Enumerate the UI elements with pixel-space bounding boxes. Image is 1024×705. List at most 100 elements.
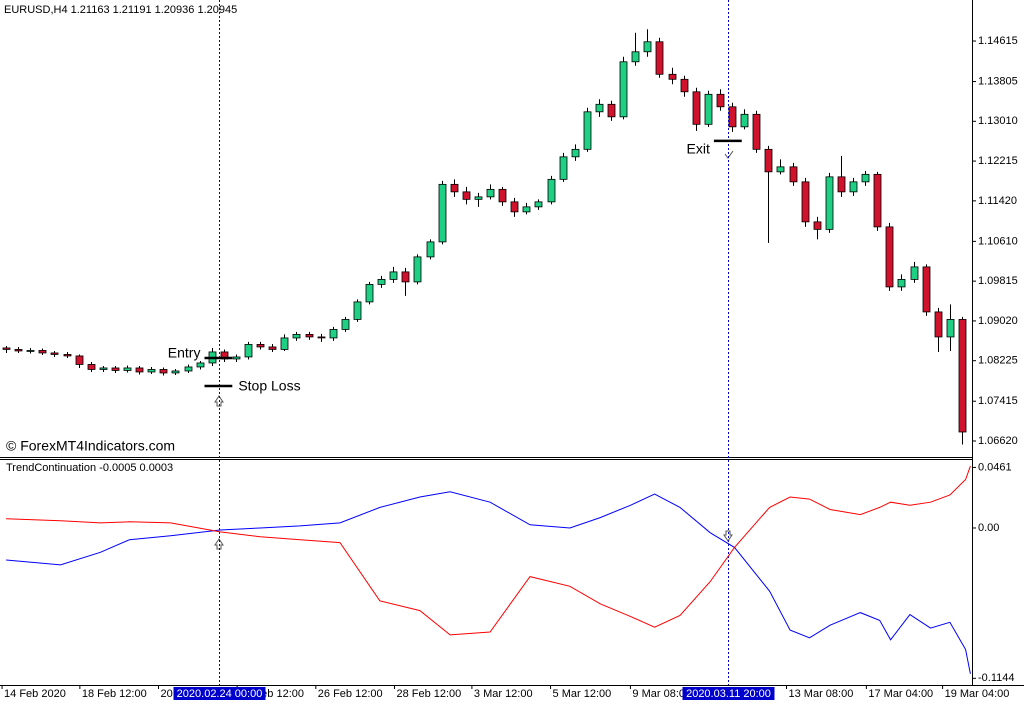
candle-body bbox=[873, 173, 882, 228]
x-tick-label: 13 Mar 08:00 bbox=[789, 688, 854, 700]
candle-body bbox=[571, 148, 580, 158]
y-tick-label: 1.13010 bbox=[978, 115, 1018, 127]
y-tick-label: 1.11420 bbox=[978, 195, 1017, 207]
candle-body bbox=[14, 349, 23, 352]
candle-body bbox=[922, 266, 931, 313]
candle-body bbox=[946, 319, 955, 338]
candle-body bbox=[934, 311, 943, 338]
x-tick-label: 19 Mar 04:00 bbox=[945, 688, 1010, 700]
candle-body bbox=[26, 350, 35, 352]
candle-body bbox=[111, 367, 120, 371]
x-tick-label: 17 Mar 04:00 bbox=[868, 688, 933, 700]
candle-body bbox=[438, 183, 447, 243]
candle-body bbox=[171, 370, 180, 374]
candle-body bbox=[631, 51, 640, 63]
candle-body bbox=[897, 279, 906, 288]
candle-body bbox=[958, 319, 967, 433]
candle-body bbox=[801, 181, 810, 223]
candle-body bbox=[655, 41, 664, 75]
candle-body bbox=[704, 93, 713, 125]
candle-body bbox=[498, 188, 507, 203]
candle-body bbox=[280, 337, 289, 350]
candle-body bbox=[87, 364, 96, 370]
marker-label-bg bbox=[682, 687, 775, 700]
candle-body bbox=[123, 367, 132, 371]
candle-body bbox=[147, 369, 156, 373]
candle-body bbox=[135, 367, 144, 373]
y-tick-label: 1.10610 bbox=[978, 235, 1018, 247]
candle-body bbox=[450, 183, 459, 193]
candle-body bbox=[159, 369, 168, 374]
y-tick-label: 1.07415 bbox=[978, 395, 1018, 407]
level-label: Exit bbox=[687, 141, 710, 157]
candle-body bbox=[764, 148, 773, 173]
candle-body bbox=[789, 166, 798, 183]
candle-body bbox=[2, 347, 11, 350]
y-tick-label: 1.14615 bbox=[978, 35, 1018, 47]
candle-body bbox=[486, 188, 495, 198]
candle-body bbox=[184, 366, 193, 372]
candle-body bbox=[740, 113, 749, 128]
candle-body bbox=[244, 344, 253, 358]
candle-body bbox=[825, 176, 834, 230]
candle-body bbox=[38, 350, 47, 354]
candle-body bbox=[534, 201, 543, 208]
candle-body bbox=[680, 78, 689, 93]
y-tick-label: 1.08225 bbox=[978, 355, 1018, 367]
symbol-header: EURUSD,H4 1.21163 1.21191 1.20936 1.2094… bbox=[4, 4, 237, 16]
marker-label: 2020.03.11 20:00 bbox=[686, 688, 771, 700]
x-tick-label: 5 Mar 12:00 bbox=[553, 688, 612, 700]
level-label: Entry bbox=[168, 345, 201, 361]
candle-body bbox=[885, 226, 894, 288]
marker-label-bg bbox=[173, 687, 266, 700]
y-tick-label: 1.13805 bbox=[978, 75, 1018, 87]
watermark: © ForexMT4Indicators.com bbox=[6, 438, 175, 454]
candle-body bbox=[837, 176, 846, 193]
candle-body bbox=[353, 301, 362, 320]
candle-body bbox=[413, 256, 422, 283]
candle-body bbox=[595, 103, 604, 113]
candle-body bbox=[474, 196, 483, 200]
x-tick-label: 18 Feb 12:00 bbox=[82, 688, 147, 700]
candle-body bbox=[232, 356, 241, 360]
x-tick-label: 26 Feb 12:00 bbox=[318, 688, 383, 700]
y-tick-label: 1.09020 bbox=[978, 315, 1018, 327]
candle-body bbox=[268, 346, 277, 350]
candle-body bbox=[619, 61, 628, 118]
candle-body bbox=[752, 113, 761, 150]
candle-body bbox=[776, 166, 785, 173]
candle-body bbox=[63, 354, 72, 357]
candle-body bbox=[668, 73, 677, 80]
candle-body bbox=[910, 266, 919, 280]
candle-body bbox=[849, 181, 858, 193]
candle-body bbox=[75, 355, 84, 365]
x-tick-label: 14 Feb 2020 bbox=[4, 688, 66, 700]
candle-body bbox=[50, 352, 59, 355]
candle-body bbox=[547, 178, 556, 203]
candle-body bbox=[365, 284, 374, 303]
y-tick-label: 1.12215 bbox=[978, 155, 1018, 167]
exit-check bbox=[724, 150, 734, 159]
candle-body bbox=[692, 91, 701, 125]
candle-body bbox=[389, 271, 398, 280]
candle-body bbox=[559, 156, 568, 180]
indicator-line bbox=[6, 465, 971, 636]
x-tick-label: 28 Feb 12:00 bbox=[396, 688, 461, 700]
x-tick-label: 9 Mar 08:00 bbox=[632, 688, 691, 700]
y-tick-label: 0.00 bbox=[978, 522, 999, 534]
indicator-title: TrendContinuation -0.0005 0.0003 bbox=[6, 462, 173, 474]
candle-body bbox=[728, 106, 737, 128]
candle-body bbox=[329, 329, 338, 339]
y-tick-label: -0.1144 bbox=[978, 672, 1015, 684]
candle-body bbox=[196, 362, 205, 368]
candle-body bbox=[861, 173, 870, 183]
indicator-line bbox=[6, 491, 971, 674]
candle-body bbox=[341, 319, 350, 330]
candle-body bbox=[607, 103, 616, 118]
candle-body bbox=[317, 336, 326, 339]
candle-body bbox=[510, 201, 519, 213]
candle-body bbox=[813, 221, 822, 230]
candle-body bbox=[292, 334, 301, 339]
